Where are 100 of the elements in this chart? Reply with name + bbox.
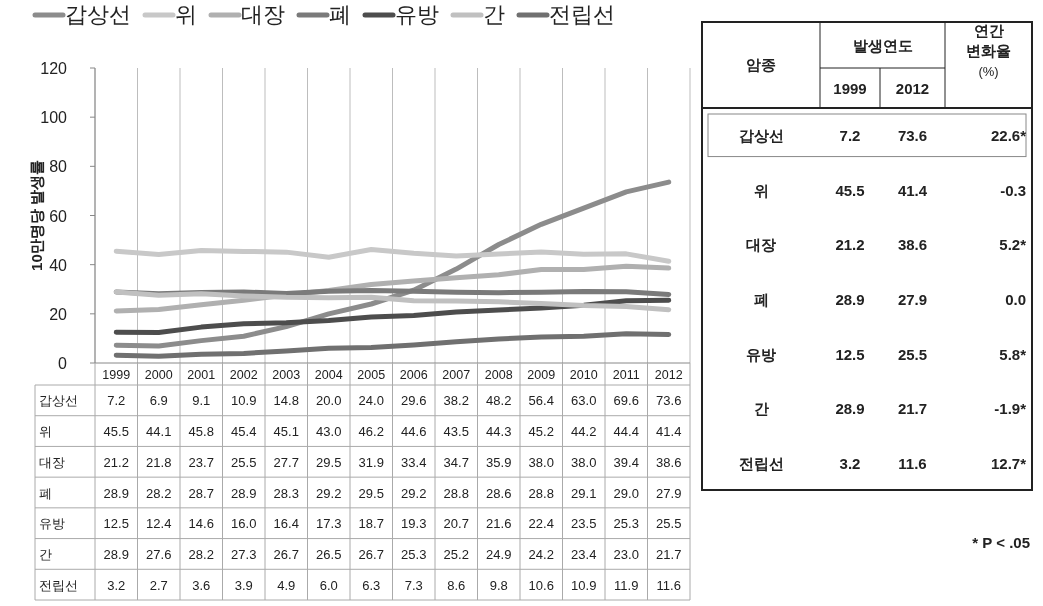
data-label: 6.9 [149,393,168,409]
data-label: 24.0 [358,393,384,409]
text: 위 [39,424,52,440]
data-label: 14.8 [273,393,299,409]
y-tick-label: 120 [40,60,68,77]
data-label: 28.7 [188,485,214,501]
data-label: 25.2 [443,546,469,562]
text: 갑상선 [39,393,78,409]
text: 간 [753,400,769,418]
y-tick-label: 20 [49,305,68,323]
data-label: 39.4 [613,454,639,470]
data-label: 29.5 [316,454,342,470]
data-label: 24.9 [486,546,512,562]
text: 1999 [833,80,867,97]
text: 대장 [39,454,65,470]
data-label: 6.0 [319,577,338,593]
data-label: 28.2 [146,485,172,501]
data-label: 27.6 [146,546,172,562]
data-label: 31.9 [358,454,384,470]
data-label: 44.6 [401,424,427,440]
x-tick-label: 2001 [187,368,216,382]
data-label: 34.7 [443,454,469,470]
data-label: 3.9 [234,577,253,593]
data-label: 43.5 [443,424,469,440]
text: 전립선 [738,454,784,472]
data-label: 29.5 [358,485,384,501]
data-label: 25.5 [231,454,257,470]
text: 갑상선 [738,127,784,145]
data-label: 12.5 [103,516,129,532]
data-label: 69.6 [613,393,639,409]
text: 21.7 [897,400,928,418]
data-label: 28.2 [188,546,214,562]
text: 7.2 [839,127,861,145]
data-label: 46.2 [358,424,384,440]
text: 28.9 [835,400,865,418]
text: 12.5 [835,345,865,363]
y-tick-label: 60 [49,207,68,225]
data-label: 45.1 [273,424,299,440]
data-label: 45.5 [103,424,129,440]
text: 폐 [39,485,52,501]
data-label: 27.7 [273,454,299,470]
x-tick-label: 2007 [442,368,471,382]
data-label: 23.0 [613,546,639,562]
data-label: 29.6 [401,393,427,409]
text: 암종 [746,56,776,73]
data-label: 26.7 [358,546,384,562]
text: 위 [753,181,769,199]
data-label: 16.4 [273,516,299,532]
text: 28.9 [835,291,865,308]
x-tick-label: 2002 [229,368,258,382]
data-label: 41.4 [656,424,682,440]
data-label: 44.1 [146,424,172,440]
text: 연간 변화율 (%) [966,22,1011,79]
data-label: 28.9 [103,546,129,562]
legend-label: 대장 [241,2,285,27]
text: 73.6 [897,127,928,145]
x-tick-label: 2012 [654,368,683,382]
data-label: 44.4 [613,424,639,440]
data-label: 43.0 [316,424,342,440]
text: 유방 [39,516,65,532]
data-label: 63.0 [571,393,597,409]
data-label: 38.2 [443,393,469,409]
data-label: 16.0 [231,516,257,532]
x-tick-label: 2003 [272,368,301,382]
data-label: 12.4 [146,516,172,532]
data-label: 22.4 [528,516,554,532]
data-label: 28.9 [231,485,257,501]
data-label: 29.2 [316,485,342,501]
data-label: 11.9 [614,577,639,593]
data-label: 18.7 [358,516,384,532]
data-label: 9.1 [192,393,211,409]
data-label: 28.8 [443,485,469,501]
text: 25.5 [897,345,928,363]
text: 12.7* [990,454,1027,472]
x-tick-label: 2008 [484,368,513,382]
data-label: 4.9 [277,577,296,593]
data-label: 3.2 [107,577,126,593]
text: * P < .05 [972,534,1030,551]
text: 45.5 [835,181,865,199]
y-tick-label: 100 [40,109,68,127]
data-label: 10.9 [231,393,257,409]
text: 38.6 [897,236,928,254]
legend-label: 위 [175,2,197,27]
text: 41.4 [897,181,928,199]
text: 유방 [746,345,776,363]
y-axis-title: 10만명당 발생률 [28,160,45,271]
data-label: 28.6 [486,485,512,501]
data-label: 29.2 [401,485,427,501]
text: 2012 [895,80,930,97]
data-label: 2.7 [149,577,168,593]
x-tick-label: 2011 [612,368,640,382]
x-tick-label: 2005 [357,368,386,382]
data-label: 19.3 [401,516,427,532]
text: 11.6 [898,454,927,472]
data-label: 45.2 [528,424,554,440]
data-label: 29.0 [613,485,639,501]
data-label: 7.3 [404,577,423,593]
data-label: 28.3 [273,485,299,501]
x-tick-label: 2000 [144,368,173,382]
data-label: 27.3 [231,546,257,562]
